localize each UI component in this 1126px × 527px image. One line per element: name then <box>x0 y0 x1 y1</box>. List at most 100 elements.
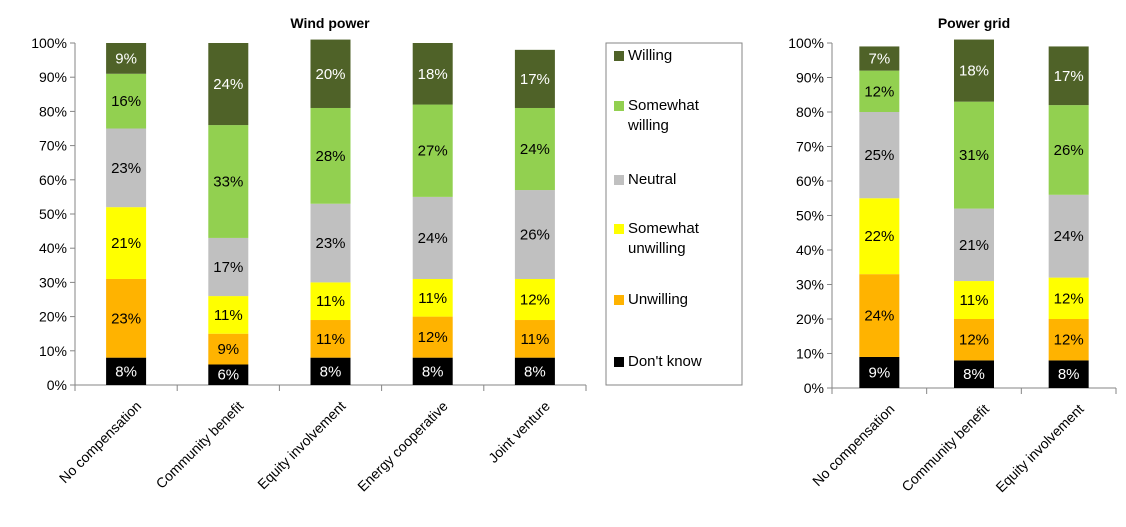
data-label: 21% <box>111 235 141 252</box>
category-label: Joint venture <box>485 398 553 466</box>
data-label: 11% <box>418 290 447 307</box>
data-label: 33% <box>213 174 243 191</box>
category-label: Community benefit <box>898 401 992 495</box>
data-label: 8% <box>524 363 546 380</box>
chart-panel-2: Power grid 0% 10% 20% 30% 40% 50% 60% 70% 80% 90% 1… <box>788 15 1117 495</box>
y-tick-label: 90% <box>796 70 824 86</box>
category-label: No compensation <box>809 401 897 489</box>
y-tick-label: 0% <box>804 380 824 396</box>
bar-segment <box>514 190 555 279</box>
bar-segment <box>310 282 351 321</box>
bar-segment <box>412 357 453 385</box>
bar-segment <box>954 360 994 388</box>
bar-segment <box>1048 360 1089 388</box>
data-label: 8% <box>963 366 985 383</box>
data-label: 12% <box>959 332 989 349</box>
legend: Willing Somewhat willing Neutral Somewhat unw… <box>605 42 743 386</box>
y-tick-label: 50% <box>796 208 824 224</box>
chart-title: Power grid <box>938 15 1010 31</box>
data-label: 18% <box>418 66 448 83</box>
y-tick-label: 30% <box>39 274 67 290</box>
bar-segment <box>859 70 900 112</box>
bar-segment <box>954 319 994 361</box>
legend-item: Willing <box>614 47 672 64</box>
bar-segment <box>1048 105 1089 195</box>
data-label: 11% <box>520 331 549 348</box>
y-tick-label: 90% <box>39 69 67 85</box>
bar-segment <box>310 203 351 283</box>
bar-segment <box>1048 46 1089 106</box>
data-label: 8% <box>320 363 342 380</box>
data-label: 20% <box>315 66 345 83</box>
bar-segment <box>106 43 147 74</box>
data-label: 16% <box>111 93 141 110</box>
bar-segment <box>208 296 249 334</box>
y-tick-label: 10% <box>39 343 67 359</box>
data-label: 8% <box>115 363 137 380</box>
data-label: 18% <box>959 63 989 80</box>
data-label: 11% <box>316 293 345 310</box>
bar-segment <box>954 101 994 209</box>
bar-segment <box>106 128 147 208</box>
data-label: 22% <box>864 228 894 245</box>
chart-title: Wind power <box>290 15 370 31</box>
data-label: 12% <box>418 329 448 346</box>
bar-segment <box>412 196 453 279</box>
data-label: 17% <box>1054 68 1084 85</box>
legend-label: Somewhat <box>628 97 700 114</box>
y-tick-label: 70% <box>796 139 824 155</box>
data-label: 17% <box>213 259 243 276</box>
bar-segment <box>859 356 900 388</box>
legend-item: Don't know <box>614 353 702 370</box>
legend-swatch <box>614 175 624 185</box>
data-label: 17% <box>520 71 550 88</box>
bar-segment <box>208 333 249 365</box>
bar-segment <box>106 278 147 358</box>
data-label: 24% <box>1054 228 1084 245</box>
bar-segment <box>208 43 249 126</box>
bar-segment <box>208 364 249 385</box>
y-tick-label: 40% <box>796 242 824 258</box>
data-label: 9% <box>115 50 137 67</box>
data-label: 8% <box>1058 366 1080 383</box>
data-label: 12% <box>1054 290 1084 307</box>
legend-label: Neutral <box>628 171 676 188</box>
y-tick-label: 60% <box>796 173 824 189</box>
y-tick-label: 100% <box>31 35 67 51</box>
y-tick-label: 30% <box>796 277 824 293</box>
bar-segment <box>514 49 555 108</box>
bar-segment <box>859 46 900 71</box>
legend-label: Don't know <box>628 353 702 370</box>
bar-segment <box>514 278 555 321</box>
bar-segment <box>954 39 994 102</box>
legend-item: Somewhat unwilling <box>614 220 700 257</box>
legend-swatch <box>614 295 624 305</box>
data-label: 11% <box>316 331 345 348</box>
bar-segment <box>1048 277 1089 319</box>
bar-segment <box>310 39 351 108</box>
y-tick-label: 80% <box>796 104 824 120</box>
chart-panel-1: Wind power 0% 10% 20% 30% 40% 50% 60% 70% 80% 90% 1… <box>31 15 587 495</box>
data-label: 11% <box>960 292 989 309</box>
data-label: 24% <box>418 230 448 247</box>
legend-label: Willing <box>628 47 672 64</box>
y-tick-label: 10% <box>796 346 824 362</box>
category-label: Community benefit <box>153 398 247 492</box>
bar-segment <box>412 43 453 105</box>
legend-swatch <box>614 357 624 367</box>
legend-swatch <box>614 51 624 61</box>
bar-segment <box>106 207 147 279</box>
bar-segment <box>310 320 351 358</box>
data-label: 21% <box>959 237 989 254</box>
legend-label: Unwilling <box>628 291 688 308</box>
bar-segment <box>859 198 900 275</box>
bar-segment <box>514 320 555 358</box>
category-label: Energy cooperative <box>354 398 451 495</box>
bar-segment <box>412 278 453 317</box>
data-label: 27% <box>418 143 448 160</box>
data-label: 9% <box>868 364 890 381</box>
legend-swatch <box>614 101 624 111</box>
bar-segment <box>514 107 555 191</box>
